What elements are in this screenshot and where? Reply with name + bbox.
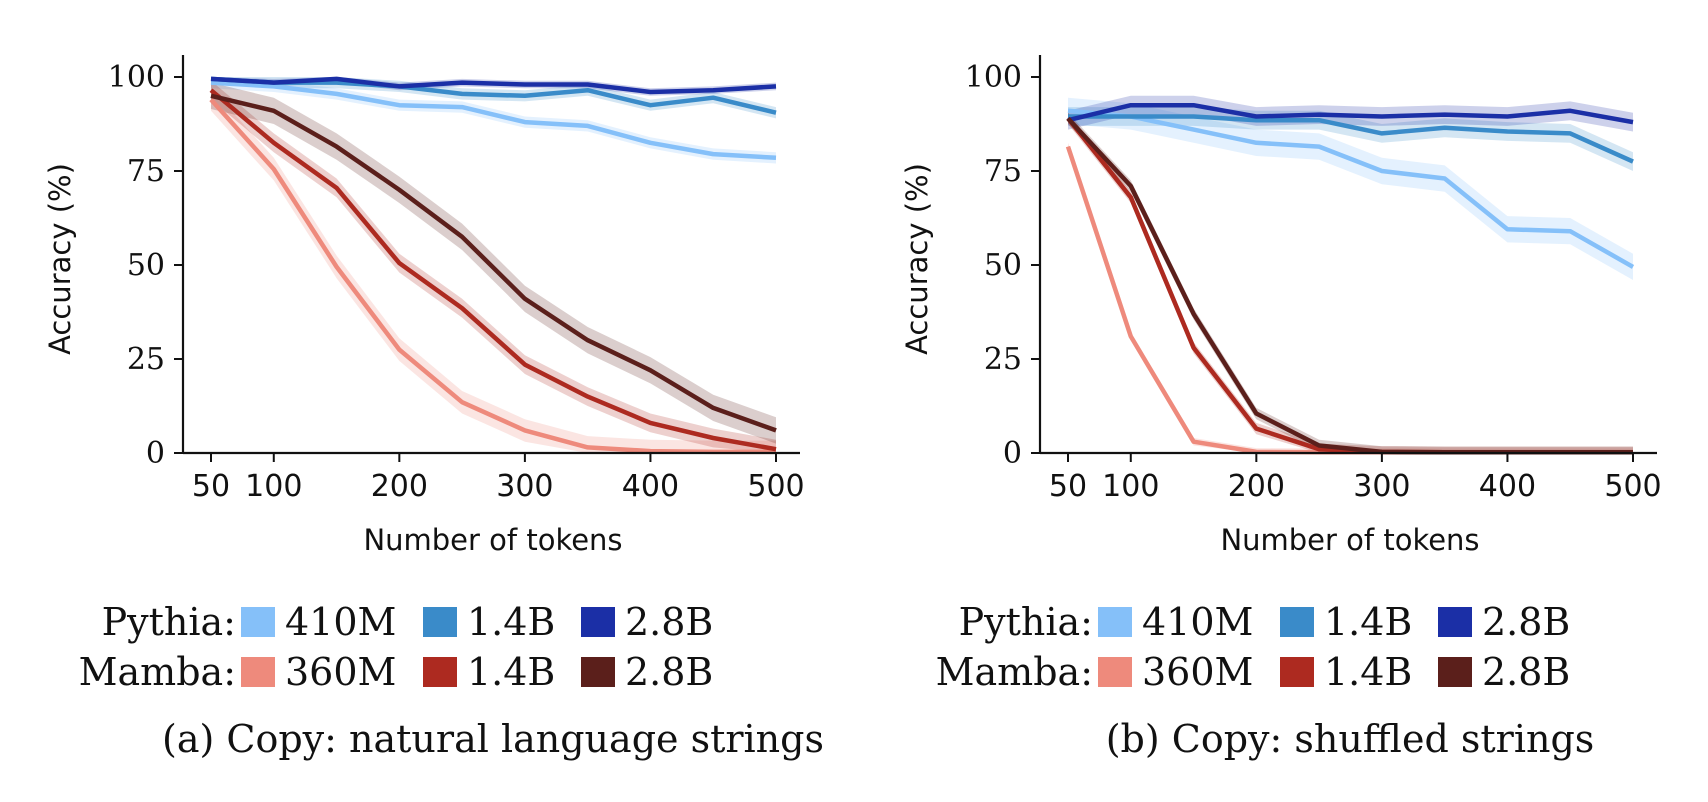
x-tick-label: 400: [1479, 469, 1536, 504]
legend-item-label: 360M: [1142, 650, 1253, 694]
line-mamba-1-4b: [209, 88, 777, 452]
legend-swatch: [1098, 657, 1132, 687]
legend-item-label: 2.8B: [1482, 650, 1570, 694]
legend-swatch: [241, 657, 275, 687]
legend-item-label: 2.8B: [625, 600, 713, 644]
y-tick-label: 25: [984, 342, 1022, 377]
band-mamba-2-8b: [1068, 112, 1633, 453]
x-tick-label: 500: [747, 469, 804, 504]
y-tick-label: 75: [984, 154, 1022, 189]
line-pythia-2-8b: [1067, 102, 1634, 125]
x-tick-label: 100: [1102, 469, 1159, 504]
band-mamba-2-8b: [211, 82, 776, 444]
y-tick-label: 0: [1003, 436, 1022, 471]
x-tick-label: 300: [1353, 469, 1410, 504]
y-tick-label: 100: [108, 60, 165, 95]
line-pythia-2-8b: [210, 76, 777, 95]
x-axis-label: Number of tokens: [363, 523, 622, 557]
band-pythia-1-4b: [1068, 107, 1633, 171]
legend-swatch: [241, 607, 275, 637]
x-tick-label: 500: [1604, 469, 1661, 504]
y-tick-label: 75: [127, 154, 165, 189]
legend-item-label: 1.4B: [1324, 600, 1412, 644]
y-tick-label: 50: [984, 248, 1022, 283]
line-mamba-360m: [1065, 145, 1633, 455]
series-lines: [209, 76, 777, 455]
legend-item-label: 2.8B: [625, 650, 713, 694]
legend-item-label: 1.4B: [467, 600, 555, 644]
panel-a: 0 25 50 75 100 50 100 200 300 400 500 Number of tok…: [43, 55, 824, 761]
y-tick-label: 25: [127, 342, 165, 377]
panel-caption: (a) Copy: natural language strings: [162, 717, 824, 761]
legend-swatch: [1438, 607, 1472, 637]
legend-item-label: 1.4B: [467, 650, 555, 694]
x-tick-label: 200: [371, 469, 428, 504]
y-axis-label: Accuracy (%): [900, 163, 934, 355]
panel-b: 0 25 50 75 100 50 100 200 300 400 500 Number of tok…: [900, 55, 1662, 761]
legend-swatch: [1098, 607, 1132, 637]
legend-group-label: Mamba:: [936, 650, 1093, 694]
legend-group-label: Pythia:: [959, 600, 1093, 644]
confidence-bands: [1068, 95, 1633, 454]
panel-caption: (b) Copy: shuffled strings: [1106, 717, 1595, 761]
legend: Pythia: 410M 1.4B 2.8B Mamba: 360M 1.4B 2.8B: [936, 600, 1571, 694]
legend-swatch: [1438, 657, 1472, 687]
x-tick-label: 50: [1049, 469, 1087, 504]
band-pythia-410m: [1068, 97, 1633, 280]
y-tick-label: 50: [127, 248, 165, 283]
legend-swatch: [581, 607, 615, 637]
legend-item-label: 360M: [285, 650, 396, 694]
line-pythia-1-4b: [1068, 114, 1634, 164]
legend-swatch: [1280, 657, 1314, 687]
x-tick-label: 300: [496, 469, 553, 504]
legend-group-label: Mamba:: [79, 650, 236, 694]
line-mamba-2-8b: [210, 93, 777, 433]
x-axis-label: Number of tokens: [1220, 523, 1479, 557]
series-lines: [1065, 102, 1635, 455]
legend-swatch: [423, 607, 457, 637]
line-pythia-410m: [1067, 108, 1635, 269]
legend-swatch: [423, 657, 457, 687]
line-pythia-410m: [210, 80, 777, 161]
x-tick-label: 200: [1228, 469, 1285, 504]
band-pythia-1-4b: [211, 77, 776, 119]
y-tick-label: 100: [965, 60, 1022, 95]
line-mamba-360m: [209, 98, 776, 455]
legend-item-label: 410M: [285, 600, 396, 644]
legend: Pythia: 410M 1.4B 2.8B Mamba: 360M 1.4B 2.8B: [79, 600, 714, 694]
legend-item-label: 1.4B: [1324, 650, 1412, 694]
y-axis-label: Accuracy (%): [43, 163, 77, 355]
legend-group-label: Pythia:: [102, 600, 236, 644]
legend-item-label: 2.8B: [1482, 600, 1570, 644]
band-mamba-360m: [1068, 142, 1633, 454]
legend-swatch: [581, 657, 615, 687]
x-tick-label: 400: [622, 469, 679, 504]
x-tick-label: 50: [192, 469, 230, 504]
legend-swatch: [1280, 607, 1314, 637]
legend-item-label: 410M: [1142, 600, 1253, 644]
x-tick-label: 100: [245, 469, 302, 504]
y-tick-label: 0: [146, 436, 165, 471]
